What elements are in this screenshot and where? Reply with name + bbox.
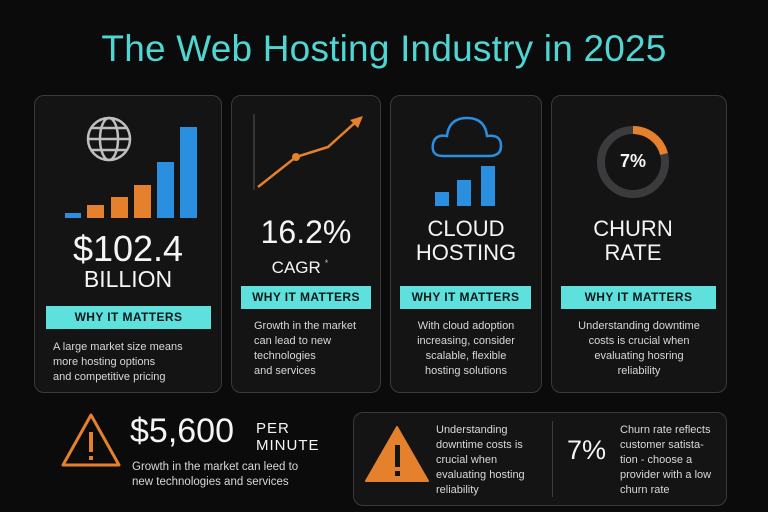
- churn-description: Understanding downtime costs is crucial …: [578, 320, 700, 377]
- downtime-cost-value: $5,600: [130, 412, 234, 450]
- reliability-churn-card: Understanding downtime costs is crucial …: [353, 412, 727, 506]
- cloud-description: With cloud adoption increasing, consider…: [417, 320, 515, 377]
- cagr-card: 16.2% CAGR * WHY IT MATTERS Growth in the…: [231, 95, 381, 393]
- minute-label: MINUTE: [256, 437, 320, 454]
- downtime-cost-panel: $5,600 PER MINUTE Growth in the market c…: [34, 404, 344, 504]
- rate-label: RATE: [604, 240, 662, 265]
- page-title: The Web Hosting Industry in 2025: [101, 28, 667, 69]
- churn-rate-card: 7% CHURN RATE WHY IT MATTERS Understandi…: [551, 95, 727, 393]
- cloud-label: CLOUD: [427, 216, 505, 241]
- card-divider: [552, 421, 553, 497]
- why-it-matters-badge: WHY IT MATTERS: [241, 286, 371, 309]
- cloud-with-bars-icon: [431, 116, 503, 206]
- market-size-card: $102.4 BILLION WHY IT MATTERS A large ma…: [34, 95, 222, 393]
- warning-triangle-filled-icon: [365, 426, 429, 482]
- trend-line-arrow-icon: [253, 114, 363, 190]
- warning-triangle-icon: [61, 413, 121, 467]
- market-size-description: A large market size means more hosting o…: [53, 341, 183, 383]
- churn-percent-value: 7%: [567, 435, 607, 465]
- market-size-value: $102.4: [72, 228, 184, 269]
- why-it-matters-badge: WHY IT MATTERS: [400, 286, 531, 309]
- churn-rate-description: Churn rate reflects customer satista- ti…: [620, 424, 712, 496]
- cagr-unit: CAGR *: [271, 258, 329, 277]
- churn-gauge-label: 7%: [619, 151, 646, 171]
- churn-label: CHURN: [593, 216, 673, 241]
- hosting-label: HOSTING: [415, 240, 517, 265]
- cagr-description: Growth in the market can lead to new tec…: [254, 320, 357, 377]
- donut-gauge-icon: [597, 126, 669, 198]
- cloud-hosting-card: CLOUD HOSTING WHY IT MATTERS With cloud …: [390, 95, 542, 393]
- market-size-unit: BILLION: [83, 266, 173, 292]
- globe-with-bar-chart-icon: [65, 116, 197, 218]
- reliability-description: Understanding downtime costs is crucial …: [436, 424, 525, 496]
- per-label: PER: [256, 420, 290, 437]
- downtime-description: Growth in the market can leed to new tec…: [132, 461, 299, 488]
- cagr-value: 16.2%: [260, 214, 352, 250]
- why-it-matters-badge: WHY IT MATTERS: [561, 286, 716, 309]
- why-it-matters-badge: WHY IT MATTERS: [46, 306, 211, 329]
